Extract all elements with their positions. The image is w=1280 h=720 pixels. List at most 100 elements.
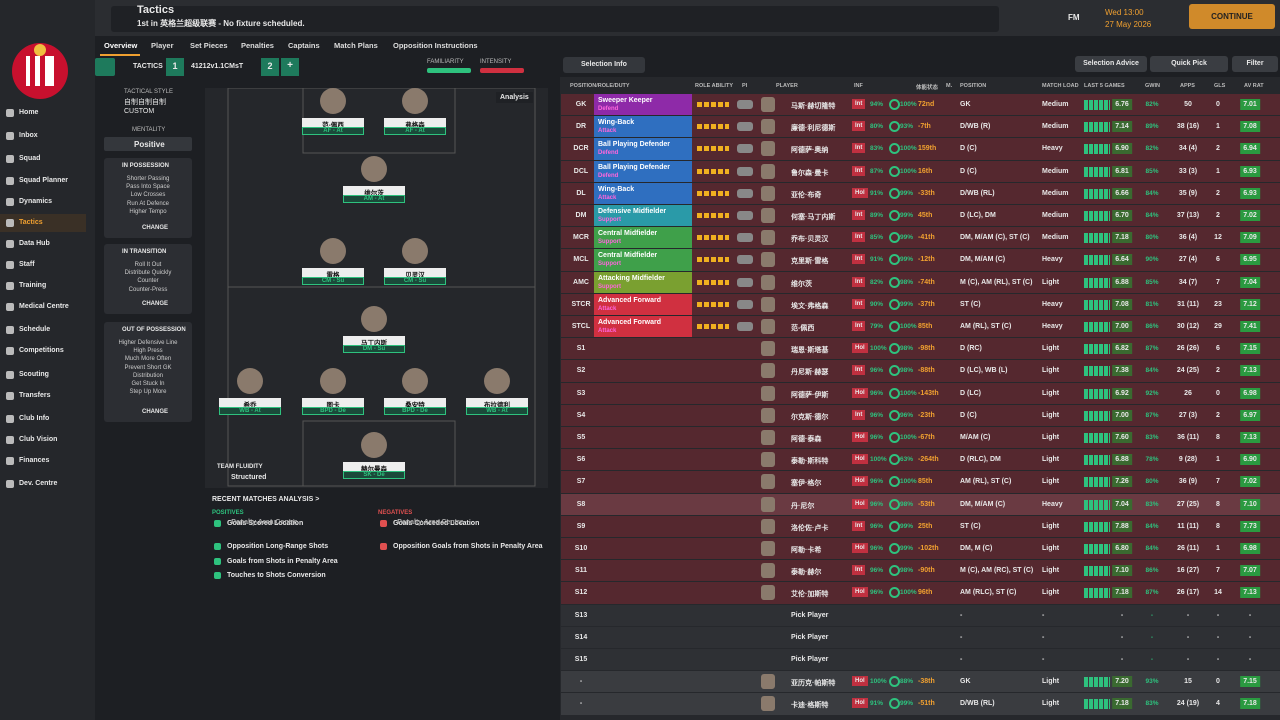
column-header[interactable]: LAST 5 GAMES <box>1084 83 1125 89</box>
fm-logo[interactable]: FM <box>1068 13 1080 22</box>
cell-name[interactable]: 阿德萨·伊斯 <box>791 391 829 399</box>
column-header[interactable]: MATCH LOAD <box>1042 83 1079 89</box>
tab[interactable]: Player <box>151 41 174 50</box>
cell-name[interactable]: 卡迪·格斯特 <box>791 702 829 710</box>
nav-item[interactable]: Squad <box>0 150 86 168</box>
nav-item[interactable]: Transfers <box>0 387 86 405</box>
tab[interactable]: Match Plans <box>334 41 378 50</box>
cell-name[interactable]: Pick Player <box>791 633 829 641</box>
player-role[interactable]: CM - Su <box>384 277 446 285</box>
tab[interactable]: Set Pieces <box>190 41 228 50</box>
player-role[interactable]: BPD - De <box>384 407 446 415</box>
cell-name[interactable]: Pick Player <box>791 611 829 619</box>
nav-item[interactable]: Dev. Centre <box>0 475 86 493</box>
player-role[interactable]: CM - Su <box>302 277 364 285</box>
player-role[interactable]: WB - At <box>466 407 528 415</box>
tab[interactable]: Captains <box>288 41 320 50</box>
player-name[interactable]: 弗格森 <box>384 118 446 129</box>
player-role[interactable]: AF - At <box>384 127 446 135</box>
nav-item[interactable]: Scouting <box>0 366 86 384</box>
cell-name[interactable]: 鲁尔森·曼卡 <box>791 169 829 177</box>
column-header[interactable]: PI <box>742 83 748 89</box>
nav-item[interactable]: Competitions <box>0 342 86 360</box>
filter[interactable]: Filter <box>1232 56 1278 72</box>
player-role[interactable]: BPD - De <box>302 407 364 415</box>
player-name[interactable]: 贝灵汉 <box>384 268 446 279</box>
column-header[interactable]: 体能状态 <box>916 85 939 91</box>
continue-button[interactable]: CONTINUE <box>1189 4 1275 29</box>
cell-name[interactable]: 乔布·贝灵汉 <box>791 236 829 244</box>
cell-name[interactable]: 阿德萨·奥纳 <box>791 147 829 155</box>
nav-item[interactable]: Club Info <box>0 410 86 428</box>
cell-name[interactable]: 埃文·弗格森 <box>791 302 829 310</box>
column-header[interactable]: AV RAT <box>1244 83 1264 89</box>
change-button[interactable]: CHANGE <box>142 409 169 415</box>
player-name[interactable]: 维尔茨 <box>343 186 405 197</box>
nav-item[interactable]: Inbox <box>0 127 86 145</box>
nav-item[interactable]: Dynamics <box>0 193 86 211</box>
cell-name[interactable]: 泰勒·斯科特 <box>791 458 829 466</box>
player-role[interactable]: WB - At <box>219 407 281 415</box>
player-name[interactable]: 希乔 <box>219 398 281 409</box>
player-role[interactable]: AF - At <box>302 127 364 135</box>
cell-name[interactable]: 艾伦·加斯特 <box>791 591 829 599</box>
column-header[interactable]: GWIN <box>1145 83 1160 89</box>
tab[interactable]: Opposition Instructions <box>393 41 478 50</box>
column-header[interactable]: POSITION <box>960 83 987 89</box>
nav-item[interactable]: Staff <box>0 256 86 274</box>
player-name[interactable]: 雷格 <box>302 268 364 279</box>
cell-name[interactable]: 瑞恩·斯塔基 <box>791 347 829 355</box>
nav-item[interactable]: Schedule <box>0 321 86 339</box>
change-button[interactable]: CHANGE <box>142 225 169 231</box>
mentality[interactable]: Positive <box>104 137 192 151</box>
player-role[interactable]: SK - De <box>343 471 405 479</box>
column-header[interactable]: APPS <box>1180 83 1195 89</box>
player-name[interactable]: 范-佩西 <box>302 118 364 129</box>
selection-advice[interactable]: Selection Advice <box>1075 56 1147 72</box>
column-header[interactable]: ROLE ABILITY <box>695 83 733 89</box>
cell-name[interactable]: 马斯·赫切隆特 <box>791 103 836 110</box>
cell-name[interactable]: Pick Player <box>791 656 829 663</box>
nav-item[interactable]: Home <box>0 104 86 122</box>
cell-name[interactable]: 丹尼斯·赫瑟 <box>791 369 829 377</box>
cell-name[interactable]: 何塞·马丁内斯 <box>791 214 836 221</box>
cell-name[interactable]: 尔克斯·德尔 <box>791 413 829 421</box>
cell-name[interactable]: 亚伦·布奇 <box>791 191 822 199</box>
cell-name[interactable]: 廉德·利尼德斯 <box>791 125 836 133</box>
quick-pick[interactable]: Quick Pick <box>1150 56 1228 72</box>
tab[interactable]: Penalties <box>241 41 274 50</box>
cell-name[interactable]: 范-佩西 <box>791 325 815 332</box>
slot-2[interactable]: 2 <box>261 58 279 76</box>
slot-1[interactable]: 1 <box>166 58 184 76</box>
tab[interactable]: Overview <box>104 41 138 50</box>
column-header[interactable]: GLS <box>1214 83 1226 89</box>
nav-item[interactable]: Finances <box>0 452 86 470</box>
player-name[interactable]: 桑安特 <box>384 398 446 409</box>
column-header[interactable]: PLAYER <box>776 83 798 89</box>
cell-name[interactable]: 泰勒·赫尔 <box>791 569 822 577</box>
nav-item[interactable]: Club Vision <box>0 431 86 449</box>
nav-item[interactable]: Tactics <box>0 214 86 232</box>
change-button[interactable]: CHANGE <box>142 301 169 307</box>
column-header[interactable]: INF <box>854 83 863 89</box>
analysis-button[interactable]: Analysis <box>496 92 533 103</box>
nav-item[interactable]: Training <box>0 277 86 295</box>
cell-name[interactable]: 塞伊·格尔 <box>791 480 822 488</box>
player-role[interactable]: DM - Su <box>343 345 405 353</box>
column-header[interactable]: POSITION/ROLE/DUTY <box>570 83 630 89</box>
player-name[interactable]: 赫尔曼森 <box>343 462 405 473</box>
add-tactic[interactable]: + <box>281 58 299 76</box>
formation[interactable]: 41212v1.1CMsT <box>191 63 244 70</box>
cell-name[interactable]: 丹·尼尔 <box>791 502 815 510</box>
player-name[interactable]: 布拉德利 <box>466 398 528 409</box>
cell-name[interactable]: 克里斯·雷格 <box>791 258 829 266</box>
cell-name[interactable]: 阿勒·卡希 <box>791 547 822 554</box>
cell-name[interactable]: 亚历克·帕斯特 <box>791 680 836 688</box>
cell-name[interactable]: 维尔茨 <box>791 280 812 288</box>
player-role[interactable]: AM - At <box>343 195 405 203</box>
cell-name[interactable]: 阿德·泰森 <box>791 436 822 443</box>
column-header[interactable]: M. <box>946 83 953 89</box>
nav-item[interactable]: Data Hub <box>0 235 86 253</box>
player-name[interactable]: 图卡 <box>302 398 364 409</box>
nav-item[interactable]: Squad Planner <box>0 172 86 190</box>
